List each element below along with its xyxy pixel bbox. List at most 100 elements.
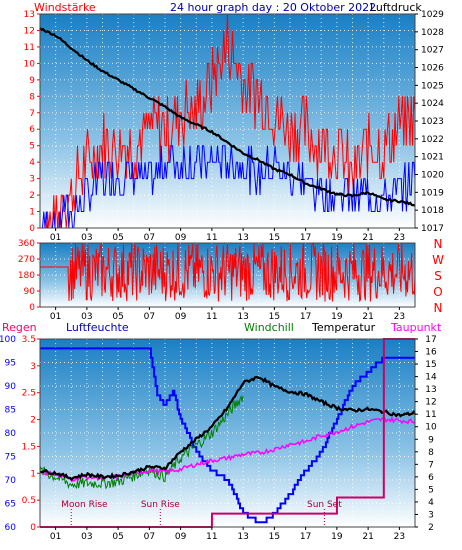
y-tick-label-temperature: 9	[428, 435, 434, 445]
plot-background	[40, 14, 415, 228]
compass-label: N	[434, 301, 443, 315]
series-temperature	[40, 375, 416, 482]
x-tick-label: 23	[394, 532, 405, 542]
x-tick-label: 19	[331, 233, 343, 243]
label-humidity: Luftfeuchte	[66, 321, 129, 334]
y-tick-label-wind: 0	[29, 224, 35, 234]
y-tick-label-humidity: 90	[5, 382, 17, 392]
label-temperature: Temperatur	[311, 321, 376, 334]
y-tick-label-rain: 1	[30, 469, 36, 479]
event-label: Moon Rise	[61, 500, 108, 510]
x-tick-label: 17	[300, 233, 311, 243]
y-tick-label-rain: 2	[30, 416, 36, 426]
y-tick-label-humidity: 60	[5, 523, 17, 533]
series-layer: Moon Rise Sun Rise Sun Set	[39, 338, 416, 528]
y-tick-label-wind: 11	[24, 43, 35, 53]
y-tick-label-wind: 4	[29, 158, 35, 168]
x-tick-label: 11	[206, 312, 217, 322]
y-tick-label-rain: 3.5	[22, 335, 36, 345]
x-tick-label: 21	[362, 233, 373, 243]
compass-label: W	[432, 253, 444, 267]
x-tick-label: 05	[112, 532, 123, 542]
x-tick-label: 17	[300, 312, 311, 322]
x-tick-label: 01	[50, 532, 61, 542]
y-tick-label-wind: 10	[24, 59, 36, 69]
y-tick-label-wind: 9	[29, 76, 35, 86]
compass-label: S	[434, 269, 442, 283]
y-tick-label-temperature: 10	[425, 423, 437, 433]
axes: 0123456789101112131017101810191020102110…	[24, 10, 445, 243]
y-tick-label-pressure: 1023	[421, 117, 444, 127]
y-tick-label-temperature: 7	[428, 460, 434, 470]
x-tick-label: 01	[50, 312, 61, 322]
x-tick-label: 11	[206, 532, 217, 542]
y-tick-label-pressure: 1025	[421, 81, 444, 91]
y-tick-label-direction: 0	[29, 303, 35, 313]
header-center: 24 hour graph day : 20 Oktober 2022	[170, 1, 376, 14]
y-tick-label-temperature: 3	[428, 510, 434, 520]
series-windchill	[39, 395, 244, 490]
x-tick-label: 15	[269, 312, 280, 322]
event-label: Sun Set	[307, 500, 342, 510]
x-tick-label: 07	[144, 312, 155, 322]
y-tick-label-pressure: 1017	[421, 224, 444, 234]
y-tick-label-wind: 7	[29, 109, 35, 119]
y-tick-label-temperature: 16	[425, 348, 437, 358]
y-tick-label-wind: 13	[24, 10, 35, 20]
series-pressure	[39, 27, 416, 207]
temperature-humidity-panel: Moon Rise Sun Rise Sun Set 606570758085909…	[0, 335, 437, 542]
x-tick-label: 17	[300, 532, 311, 542]
series-wind-direction	[40, 243, 416, 303]
y-tick-label-pressure: 1028	[421, 28, 444, 38]
y-tick-label-temperature: 14	[425, 373, 437, 383]
compass-label: O	[433, 285, 442, 299]
y-tick-label-humidity: 85	[5, 406, 16, 416]
x-tick-label: 05	[112, 233, 123, 243]
header-left: Windstärke	[34, 1, 96, 14]
wind-pressure-panel: 0123456789101112131017101810191020102110…	[24, 10, 445, 243]
y-tick-label-wind: 2	[29, 191, 35, 201]
x-tick-label: 19	[331, 532, 343, 542]
y-tick-label-direction: 360	[18, 239, 35, 249]
x-tick-label: 13	[237, 312, 248, 322]
y-tick-label-pressure: 1018	[421, 206, 444, 216]
x-tick-label: 21	[362, 532, 373, 542]
y-tick-label-wind: 5	[29, 142, 35, 152]
y-tick-label-humidity: 80	[5, 429, 17, 439]
x-tick-label: 03	[81, 312, 92, 322]
y-tick-label-temperature: 13	[425, 385, 436, 395]
x-tick-label: 09	[175, 233, 187, 243]
series-humidity	[40, 347, 415, 524]
y-tick-label-humidity: 95	[5, 359, 16, 369]
y-tick-label-temperature: 4	[428, 498, 434, 508]
y-tick-label-rain: 0.5	[22, 496, 36, 506]
x-tick-label: 23	[394, 312, 405, 322]
y-tick-label-rain: 3	[30, 362, 36, 372]
y-tick-label-wind: 6	[29, 125, 35, 135]
x-tick-label: 07	[144, 233, 155, 243]
x-tick-label: 03	[81, 233, 92, 243]
y-tick-label-pressure: 1029	[421, 10, 444, 20]
y-tick-label-direction: 90	[24, 287, 36, 297]
y-tick-label-temperature: 6	[428, 473, 434, 483]
y-tick-label-rain: 2.5	[22, 389, 36, 399]
y-tick-label-humidity: 100	[0, 335, 16, 345]
x-tick-label: 15	[269, 233, 280, 243]
y-tick-label-temperature: 17	[425, 335, 436, 345]
series-wind-speed	[40, 145, 416, 229]
y-tick-label-temperature: 8	[428, 448, 434, 458]
x-tick-label: 05	[112, 312, 123, 322]
y-tick-label-pressure: 1024	[421, 99, 444, 109]
event-label: Sun Rise	[141, 500, 180, 510]
compass-label: N	[434, 237, 443, 251]
x-tick-label: 03	[81, 532, 92, 542]
y-tick-label-pressure: 1021	[421, 153, 444, 163]
y-tick-label-wind: 1	[29, 208, 35, 218]
y-tick-label-direction: 180	[18, 271, 35, 281]
x-tick-label: 15	[269, 532, 280, 542]
y-tick-label-direction: 270	[18, 255, 35, 265]
y-tick-label-humidity: 70	[5, 476, 17, 486]
